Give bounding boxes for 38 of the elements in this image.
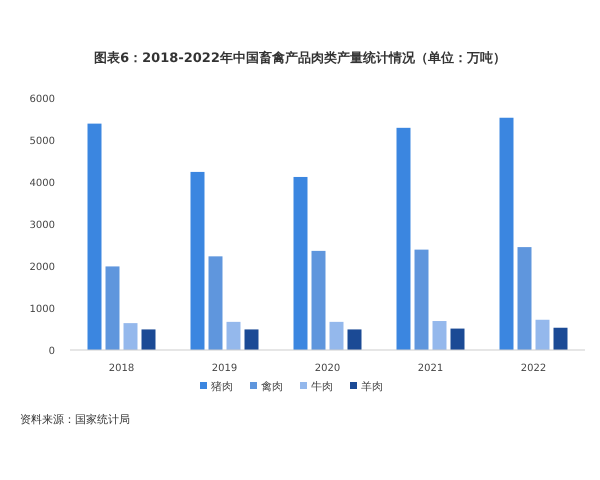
bar (330, 322, 344, 350)
chart-title: 图表6：2018-2022年中国畜禽产品肉类产量统计情况（单位：万吨） (94, 50, 506, 66)
bar (88, 124, 102, 350)
bar (450, 328, 464, 350)
text: 资料来源：国家统计局 (20, 413, 130, 426)
bar (190, 172, 204, 350)
y-tick-label: 6000 (30, 94, 55, 105)
legend-label: 禽肉 (261, 380, 283, 393)
bar (554, 328, 568, 350)
x-tick-label: 2018 (108, 363, 134, 374)
bar (396, 128, 410, 350)
bar (536, 320, 550, 350)
bar (226, 322, 240, 350)
bar (414, 250, 428, 350)
legend-label: 猪肉 (211, 380, 233, 393)
bar (124, 323, 138, 350)
y-tick-label: 4000 (30, 178, 55, 189)
x-tick-label: 2019 (212, 363, 238, 374)
bar (432, 321, 446, 350)
bar (208, 256, 222, 350)
x-tick-label: 2021 (418, 363, 444, 374)
y-tick-label: 1000 (30, 304, 55, 315)
y-tick-label: 5000 (30, 136, 55, 147)
bar (142, 329, 156, 350)
bar (244, 329, 258, 350)
y-tick-label: 2000 (30, 262, 55, 273)
y-tick-label: 3000 (30, 220, 55, 231)
bar (106, 266, 120, 350)
x-tick-label: 2020 (314, 363, 340, 374)
bar (518, 247, 532, 350)
bar (312, 250, 326, 350)
y-tick-label: 0 (48, 346, 55, 357)
bar (500, 118, 514, 350)
legend-label: 牛肉 (311, 380, 333, 393)
bar (348, 329, 362, 350)
legend-label: 羊肉 (361, 380, 383, 393)
bar (294, 176, 308, 350)
x-tick-label: 2022 (520, 363, 546, 374)
